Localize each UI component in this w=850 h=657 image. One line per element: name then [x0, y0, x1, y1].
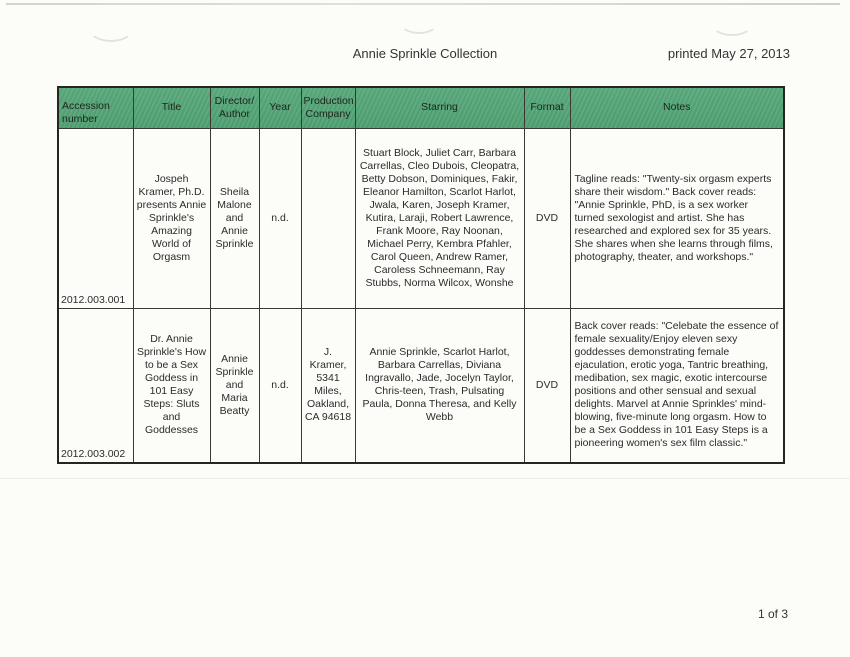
production-company-cell — [300, 127, 356, 309]
column-header-production-company: Production Company — [300, 86, 356, 129]
collection-inventory-table: Accession number Title Director/ Author … — [57, 86, 785, 464]
format-cell: DVD — [523, 307, 571, 464]
table-row: 2012.003.001 Jospeh Kramer, Ph.D. presen… — [57, 127, 785, 309]
column-header-format: Format — [523, 86, 571, 129]
scan-smudge-artifact — [712, 14, 752, 36]
column-header-year: Year — [258, 86, 302, 129]
production-company-cell: J. Kramer, 5341 Miles, Oakland, CA 94618 — [300, 307, 356, 464]
column-header-director-author: Director/ Author — [209, 86, 260, 129]
notes-cell: Tagline reads: "Twenty-six orgasm expert… — [569, 127, 785, 309]
printed-date: printed May 27, 2013 — [667, 46, 790, 61]
director-author-cell: Sheila Malone and Annie Sprinkle — [209, 127, 260, 309]
table-row: 2012.003.002 Dr. Annie Sprinkle's How to… — [57, 307, 785, 464]
year-cell: n.d. — [258, 307, 302, 464]
director-author-cell: Annie Sprinkle and Maria Beatty — [209, 307, 260, 464]
starring-cell: Stuart Block, Juliet Carr, Barbara Carre… — [354, 127, 525, 309]
format-cell: DVD — [523, 127, 571, 309]
title-cell: Jospeh Kramer, Ph.D. presents Annie Spri… — [132, 127, 211, 309]
column-header-title: Title — [132, 86, 211, 129]
notes-cell: Back cover reads: "Celebate the essence … — [569, 307, 785, 464]
title-cell: Dr. Annie Sprinkle's How to be a Sex God… — [132, 307, 211, 464]
accession-number-cell: 2012.003.001 — [57, 127, 134, 309]
year-cell: n.d. — [258, 127, 302, 309]
page-title: Annie Sprinkle Collection — [352, 46, 498, 61]
document-header: Annie Sprinkle Collection printed May 27… — [0, 46, 850, 64]
scan-smudge-artifact — [400, 12, 438, 34]
scanner-edge-line — [6, 3, 840, 5]
table-header-row: Accession number Title Director/ Author … — [57, 86, 785, 129]
starring-cell: Annie Sprinkle, Scarlot Harlot, Barbara … — [354, 307, 525, 464]
column-header-notes: Notes — [569, 86, 785, 129]
scan-smudge-artifact — [88, 14, 134, 42]
column-header-starring: Starring — [354, 86, 525, 129]
scan-streak-artifact — [0, 478, 850, 479]
column-header-accession-number: Accession number — [57, 86, 134, 129]
accession-number-cell: 2012.003.002 — [57, 307, 134, 464]
page-number-indicator: 1 of 3 — [757, 607, 788, 621]
